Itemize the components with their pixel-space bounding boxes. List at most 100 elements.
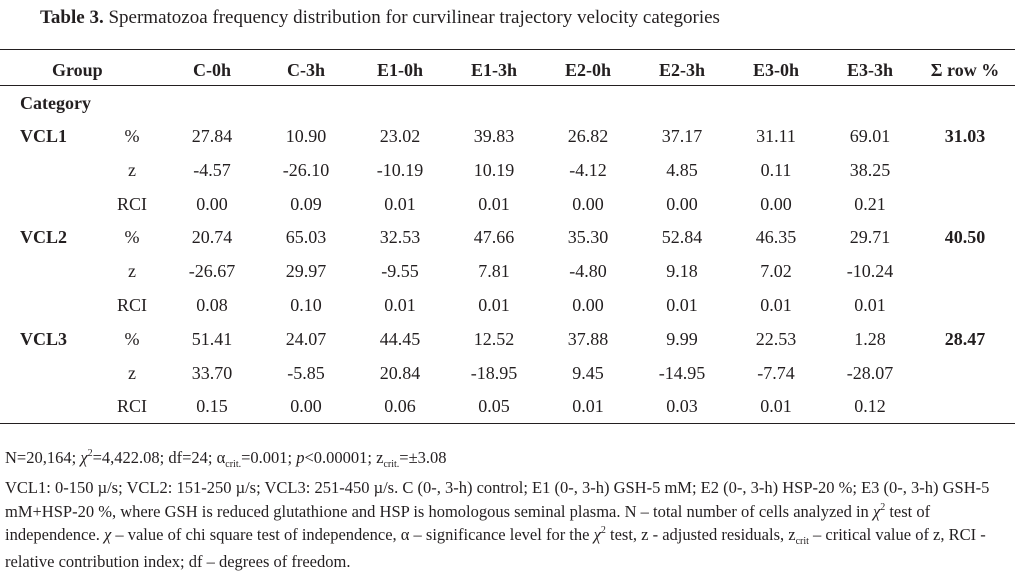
table-cell: -9.55 [381,261,419,282]
table-cell: 26.82 [567,126,609,146]
table-cell: 0.12 [854,396,886,417]
legend-chi-1: χ [872,501,881,521]
table-cell: 0.01 [572,396,604,417]
stat-label: RCI [116,396,147,417]
table-cell: 69.01 [849,126,891,146]
table-cell: 0.00 [196,193,228,214]
legend-z-sub: crit [795,536,809,547]
column-header-e2-3h: E2-3h [658,60,705,80]
column-header-e2-0h: E2-0h [564,60,611,80]
note-chi-sup: 2 [87,448,93,459]
top-rule [0,49,1015,50]
table-cell: 52.84 [661,227,703,248]
stat-label: z [128,362,136,383]
table-cell: 0.01 [384,295,416,315]
table-cell: 7.81 [478,261,510,282]
caption-label: Table 3. [40,7,104,28]
table-cell: 4.85 [666,159,698,180]
table-cell: 0.00 [572,295,604,315]
table-cell: 32.53 [379,227,421,248]
note-n: N=20,164; [5,448,77,467]
table-cell: -7.74 [757,362,795,383]
note-chi: χ [80,448,88,467]
caption-text: Spermatozoa frequency distribution for c… [108,7,720,28]
table-cell: 51.41 [191,328,233,349]
row-sum-vcl1: 31.03 [944,126,986,146]
statistics-note: N=20,164; χ2=4,422.08; df=24; αcrit.=0.0… [5,444,447,475]
legend-sup-2: 2 [600,525,606,536]
header-rule [0,85,1015,86]
table-cell: 33.70 [191,362,233,383]
table-cell: 0.00 [290,396,322,417]
table-cell: 0.01 [478,295,510,315]
group-header: Group [52,60,103,80]
table-cell: 9.99 [666,328,698,349]
table-cell: -10.24 [846,261,894,282]
bottom-rule [0,423,1015,424]
note-p: p [296,448,305,467]
table-cell: 0.21 [854,193,886,214]
legend-part-4: test, z - adjusted residuals, [610,525,785,544]
table-cell: -4.12 [569,159,607,180]
column-header-sum-row: Σ row % [930,60,1000,80]
note-z-sub: crit. [383,459,400,470]
legend-chi-3: χ [593,525,601,544]
table-cell: 7.02 [760,261,792,282]
table-cell: 0.11 [760,159,792,180]
note-z-val: =±3.08 [399,448,447,467]
table-cell: 29.71 [849,227,891,248]
category-label: Category [20,93,91,113]
table-cell: -4.80 [569,261,607,282]
table-cell: 0.01 [666,295,698,315]
table-cell: -14.95 [658,362,706,383]
column-header-e3-0h: E3-0h [752,60,799,80]
table-cell: 31.11 [756,126,796,146]
table-cell: 10.90 [285,126,327,146]
note-alpha-sub: crit. [225,459,242,470]
table-cell: 12.52 [473,328,515,349]
row-sum-vcl3: 28.47 [944,328,986,349]
table-cell: -26.67 [188,261,236,282]
table-cell: 22.53 [755,328,797,349]
stat-label: % [124,328,140,349]
table-cell: 0.03 [666,396,698,417]
column-header-e1-3h: E1-3h [470,60,517,80]
legend-chi-2: χ [103,525,112,544]
stat-label: z [128,261,136,282]
legend-sup-1: 2 [880,501,886,513]
table-cell: 10.19 [473,159,515,180]
table-cell: -18.95 [470,362,518,383]
table-cell: 0.00 [760,193,792,214]
table-cell: 9.45 [572,362,604,383]
column-header-e3-3h: E3-3h [846,60,893,80]
stat-label: % [124,227,140,248]
legend-part-2: test of independence. [5,501,931,545]
table-cell: -28.07 [846,362,894,383]
column-header-c-3h: C-3h [286,60,325,80]
legend-part-1: VCL1: 0-150 µ/s; VCL2: 151-250 µ/s; VCL3… [5,478,990,521]
table-cell: 0.05 [478,396,510,417]
table-cell: 29.97 [285,261,327,282]
note-p-val: <0.00001; [304,448,372,467]
table-cell: 65.03 [285,227,327,248]
column-header-c-0h: C-0h [192,60,231,80]
table-cell: -10.19 [376,159,424,180]
table-cell: 0.06 [384,396,416,417]
stat-label: z [128,159,136,180]
row-sum-vcl2: 40.50 [944,227,986,248]
table-cell: -4.57 [193,159,231,180]
table-cell: 0.01 [760,295,792,315]
table-cell: 20.84 [379,362,421,383]
table-cell: 44.45 [379,328,421,349]
table-cell: 47.66 [473,227,515,248]
table-cell: 1.28 [854,328,886,349]
table-cell: 0.01 [478,193,510,214]
table-cell: 0.08 [196,295,228,315]
table-cell: 0.00 [572,193,604,214]
note-alpha-val: =0.001; [241,448,293,467]
group-label-vcl1: VCL1 [20,126,68,146]
table-cell: 9.18 [666,261,698,282]
table-cell: 0.01 [854,295,886,315]
table-cell: -5.85 [287,362,325,383]
table-cell: 0.09 [290,193,322,214]
